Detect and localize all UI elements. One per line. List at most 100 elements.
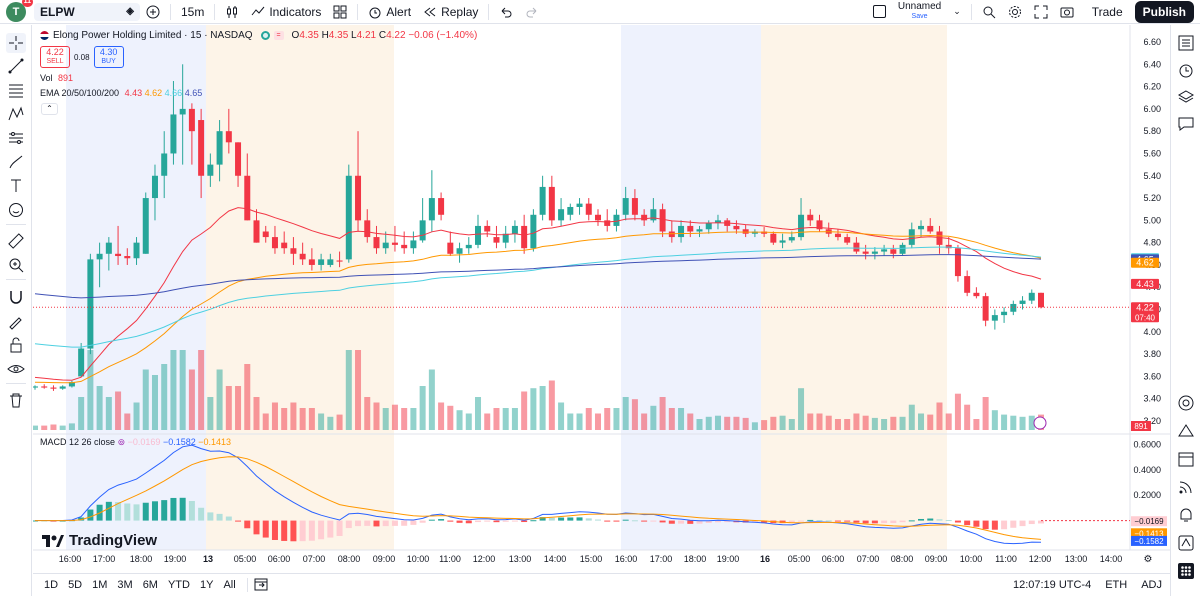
indicators-button[interactable]: Indicators <box>245 5 327 19</box>
alert-button[interactable]: Alert <box>362 5 417 19</box>
collapse-legend-button[interactable]: ⌃ <box>41 103 58 115</box>
candle-body <box>327 259 334 265</box>
chart-type-button[interactable] <box>219 5 245 19</box>
notifications-button[interactable] <box>1176 505 1196 525</box>
macd-hist-value: −0.0169 <box>127 437 161 447</box>
price-tick-label: 5.20 <box>1143 193 1161 203</box>
interval-button[interactable]: 15m <box>175 5 210 19</box>
layout-dropdown[interactable]: ⌄ <box>947 6 967 17</box>
range-ytd[interactable]: YTD <box>167 579 190 591</box>
layout-name-button[interactable]: Unnamed Save <box>892 1 947 22</box>
prediction-tool[interactable] <box>6 128 26 148</box>
candle-body <box>308 259 315 265</box>
fullscreen-button[interactable] <box>1028 5 1054 19</box>
session-toggle[interactable]: ETH <box>1105 579 1128 591</box>
snapshot-button[interactable] <box>1054 5 1080 19</box>
layout-checkbox[interactable] <box>867 5 892 18</box>
adj-toggle[interactable]: ADJ <box>1141 579 1162 591</box>
ema-label: EMA 20/50/100/200 <box>40 88 120 98</box>
time-tick-label: 18:00 <box>684 554 707 564</box>
calendar-button[interactable] <box>1176 449 1196 469</box>
candle-body <box>733 225 740 230</box>
macd-line-badge-bg <box>1131 535 1167 546</box>
volume-bar <box>973 419 980 430</box>
candle-body <box>742 229 749 234</box>
macd-settings-icon[interactable]: ⊚ <box>117 437 126 447</box>
range-5d[interactable]: 5D <box>68 579 83 591</box>
measure-tool[interactable] <box>6 231 26 251</box>
candle-body <box>1028 292 1035 301</box>
settings-button[interactable] <box>1002 5 1028 19</box>
range-1y[interactable]: 1Y <box>199 579 214 591</box>
buy-button[interactable]: 4.30 BUY <box>93 46 124 68</box>
macd-histogram-bar <box>502 520 509 522</box>
symbol-search[interactable]: ELPW ◈ <box>34 2 140 21</box>
ideas-button[interactable] <box>1176 421 1196 441</box>
chart-canvas[interactable]: 6.60 6.40 6.20 6.00 5.80 5.60 5.40 5.20 5.00 4.80… <box>33 25 1170 573</box>
range-6m[interactable]: 6M <box>142 579 158 591</box>
redo-button[interactable] <box>519 5 545 19</box>
chats-button[interactable] <box>1176 114 1196 134</box>
time-tick-label: 07:00 <box>857 554 880 564</box>
clock[interactable]: 12:07:19 UTC-4 <box>1012 579 1092 591</box>
pattern-tool[interactable] <box>6 104 26 124</box>
volume-bar <box>382 408 389 430</box>
zoom-tool[interactable] <box>6 255 26 275</box>
macd-histogram-bar <box>438 519 445 521</box>
undo-button[interactable] <box>493 5 519 19</box>
volume-bar <box>530 388 537 430</box>
chat-bubble-icon <box>1178 117 1194 131</box>
volume-bar <box>151 375 158 430</box>
time-tick-label: 05:00 <box>234 554 257 564</box>
candle-body <box>262 231 269 238</box>
compare-button[interactable] <box>140 5 166 19</box>
candle-body <box>678 225 685 238</box>
stay-drawing-tool[interactable] <box>6 311 26 331</box>
user-avatar[interactable]: T 11 <box>6 0 33 22</box>
macd-label: MACD 12 26 close <box>40 437 116 447</box>
macd-histogram-bar <box>890 520 897 524</box>
trade-button[interactable]: Trade <box>1086 5 1129 19</box>
emoji-tool[interactable] <box>6 200 26 220</box>
candle-body <box>779 240 786 243</box>
templates-button[interactable] <box>327 5 353 19</box>
bell-icon <box>1180 508 1192 522</box>
fib-tool[interactable] <box>6 80 26 100</box>
alerts-button[interactable] <box>1176 60 1196 80</box>
candle-body <box>576 203 583 207</box>
macd-histogram-bar <box>964 520 971 526</box>
range-1d[interactable]: 1D <box>44 579 59 591</box>
candle-body <box>41 386 48 388</box>
volume-bar <box>308 408 315 430</box>
crosshair-tool[interactable] <box>6 33 26 53</box>
candle-body <box>475 225 482 245</box>
broadcast-icon <box>1179 481 1192 494</box>
apps-button[interactable] <box>1176 561 1196 581</box>
rewind-icon <box>424 7 436 16</box>
symbol-options-icon[interactable]: ◈ <box>126 6 134 17</box>
date-range-button[interactable] <box>254 577 268 594</box>
streams-button[interactable] <box>1176 477 1196 497</box>
target-button[interactable] <box>1176 393 1196 413</box>
range-1m[interactable]: 1M <box>92 579 108 591</box>
object-tree-button[interactable] <box>1176 87 1196 107</box>
magnet-tool[interactable] <box>6 287 26 307</box>
text-tool[interactable] <box>6 176 26 196</box>
lock-tool[interactable] <box>6 335 26 355</box>
last-price-badge: 4.22 <box>1136 302 1154 312</box>
watchlist-button[interactable] <box>1176 33 1196 53</box>
quick-search-button[interactable] <box>976 5 1002 19</box>
visibility-tool[interactable] <box>6 359 26 379</box>
range-all[interactable]: All <box>223 579 236 591</box>
range-3m[interactable]: 3M <box>117 579 133 591</box>
trend-line-tool[interactable] <box>6 56 26 76</box>
remove-drawings-tool[interactable] <box>6 390 26 410</box>
brush-tool[interactable] <box>6 152 26 172</box>
sell-button[interactable]: 4.22 SELL <box>40 46 70 68</box>
macd-histogram-bar <box>539 517 546 521</box>
help-button[interactable] <box>1176 533 1196 553</box>
candle-body <box>659 209 666 232</box>
replay-button[interactable]: Replay <box>417 5 484 19</box>
time-tick-label: 17:00 <box>650 554 673 564</box>
publish-button[interactable]: Publish <box>1134 0 1194 23</box>
